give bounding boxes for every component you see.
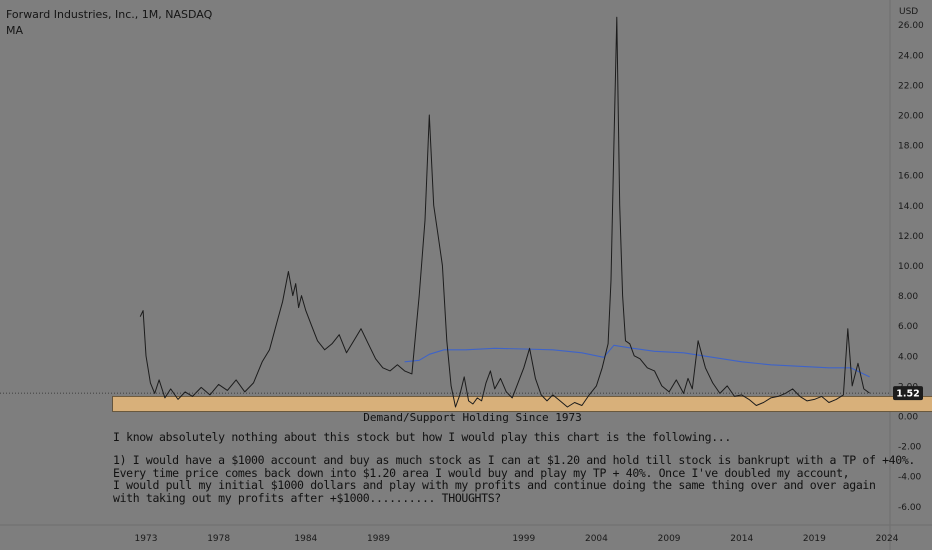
symbol-title[interactable]: Forward Industries, Inc., 1M, NASDAQ	[6, 8, 213, 21]
y-tick-label: 12.00	[898, 232, 924, 242]
note-line: Every time price comes back down into $1…	[113, 465, 850, 480]
x-tick-label: 1989	[367, 534, 390, 544]
y-tick-label: -6.00	[898, 503, 922, 513]
y-tick-label: 26.00	[898, 21, 924, 31]
indicator-label[interactable]: MA	[6, 24, 24, 37]
note-line: 1) I would have a $1000 account and buy …	[113, 453, 915, 468]
x-tick-label: 1984	[294, 534, 317, 544]
x-tick-label: 2019	[803, 534, 826, 544]
note-line: with taking out my profits after +$1000.…	[113, 490, 501, 505]
x-tick-label: 2014	[730, 534, 753, 544]
y-tick-label: 0.00	[898, 413, 918, 423]
y-tick-label: 4.00	[898, 352, 918, 362]
x-tick-label: 1999	[512, 534, 535, 544]
idea-notes: I know absolutely nothing about this sto…	[113, 430, 915, 505]
y-tick-label: 16.00	[898, 172, 924, 182]
y-tick-label: 6.00	[898, 322, 918, 332]
note-line: I know absolutely nothing about this sto…	[113, 430, 731, 444]
last-price-badge: 1.52	[893, 386, 923, 401]
x-tick-label: 2004	[585, 534, 608, 544]
y-tick-label: 8.00	[898, 292, 918, 302]
y-tick-label: 10.00	[898, 262, 924, 272]
last-price-value: 1.52	[896, 389, 919, 400]
y-tick-label: 14.00	[898, 202, 924, 212]
support-zone-label: Demand/Support Holding Since 1973	[363, 411, 582, 424]
y-tick-label: 20.00	[898, 112, 924, 122]
y-tick-label: 18.00	[898, 142, 924, 152]
support-zone	[112, 396, 932, 412]
ma-series-line	[404, 344, 870, 378]
y-tick-label: 24.00	[898, 51, 924, 61]
currency-label: USD	[899, 7, 918, 17]
y-tick-label: 22.00	[898, 81, 924, 91]
x-tick-label: 2024	[876, 534, 899, 544]
price-series-line	[139, 16, 870, 408]
x-tick-label: 2009	[658, 534, 681, 544]
x-tick-label: 1973	[135, 534, 158, 544]
x-tick-label: 1978	[207, 534, 230, 544]
y-tick-label: -2.00	[898, 443, 922, 453]
note-line: I would pull my initial $1000 dollars an…	[113, 478, 876, 493]
y-tick-label: -4.00	[898, 473, 922, 483]
